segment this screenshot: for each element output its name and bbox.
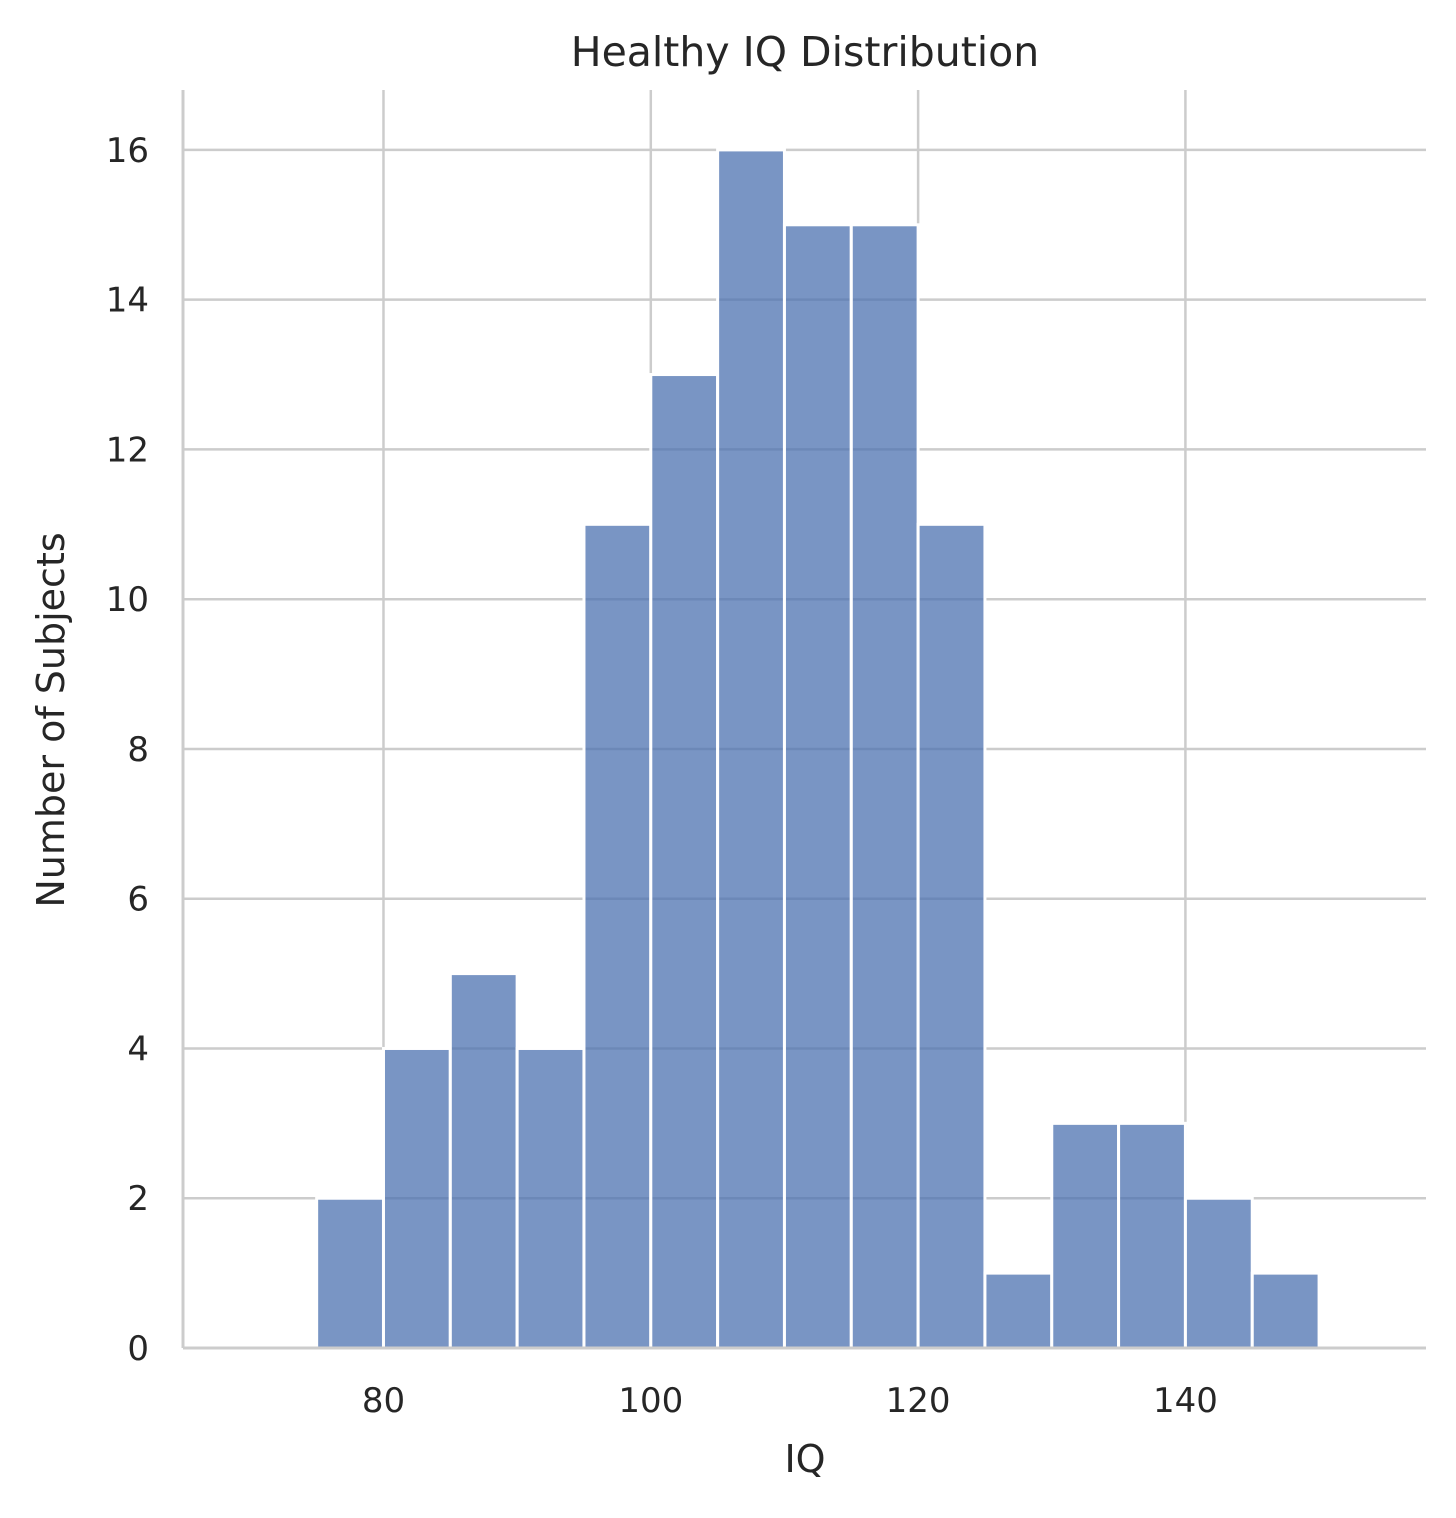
histogram-bar xyxy=(1050,1121,1121,1350)
histogram-bar xyxy=(649,373,720,1350)
y-tick-label: 2 xyxy=(127,1179,149,1219)
spines xyxy=(181,90,1426,1350)
x-tick-label: 140 xyxy=(1153,1381,1218,1421)
histogram-bar xyxy=(1250,1271,1321,1350)
y-tick-label: 12 xyxy=(106,430,149,470)
x-tick-label: 100 xyxy=(618,1381,683,1421)
y-tick-label: 0 xyxy=(127,1329,149,1369)
histogram-bar xyxy=(1183,1196,1254,1350)
histogram-bar xyxy=(381,1046,452,1350)
y-tick-label: 4 xyxy=(127,1029,149,1069)
histogram-bar xyxy=(1117,1121,1187,1350)
histogram-bar xyxy=(448,972,519,1350)
histogram-bar xyxy=(916,522,987,1350)
y-tick-label: 8 xyxy=(127,730,149,770)
histogram-bar xyxy=(582,522,653,1350)
y-tick-label: 10 xyxy=(106,580,149,620)
histogram-bar xyxy=(849,223,920,1350)
y-tick-label: 14 xyxy=(106,281,149,321)
bars xyxy=(315,148,1321,1350)
histogram-bar xyxy=(983,1271,1054,1350)
y-tick-label: 16 xyxy=(106,131,149,171)
chart-title: Healthy IQ Distribution xyxy=(571,28,1040,76)
tick-labels: 0 2 4 6 8 10 12 14 16 80 100 120 140 xyxy=(106,131,1218,1421)
y-axis-label: Number of Subjects xyxy=(29,532,73,907)
y-tick-label: 6 xyxy=(127,880,149,920)
histogram-bar xyxy=(782,223,853,1350)
histogram-bar xyxy=(315,1196,385,1350)
x-axis-label: IQ xyxy=(784,1437,825,1481)
histogram-bar xyxy=(716,148,786,1350)
x-tick-label: 120 xyxy=(886,1381,951,1421)
histogram-bar xyxy=(515,1046,586,1350)
x-tick-label: 80 xyxy=(362,1381,405,1421)
